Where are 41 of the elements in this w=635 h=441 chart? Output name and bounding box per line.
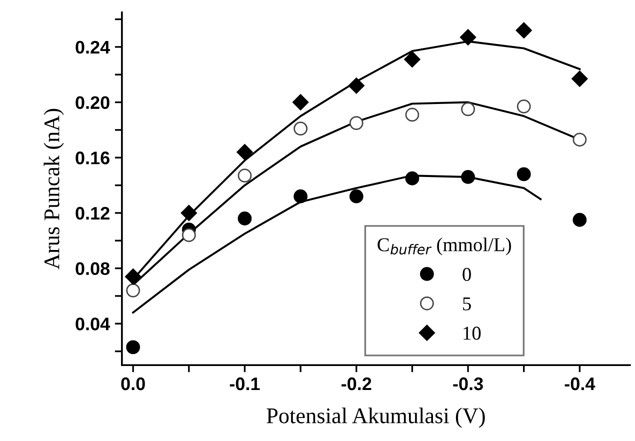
legend-label: 10 (464, 326, 481, 340)
point (516, 167, 531, 182)
x-tick-label: 0.0 (121, 377, 145, 390)
point (572, 70, 588, 87)
point (294, 189, 308, 204)
point (460, 29, 476, 46)
point (349, 116, 364, 130)
point (182, 228, 196, 242)
point (180, 204, 197, 222)
point (126, 283, 140, 298)
point (238, 212, 252, 226)
y-tick-label: 0.20 (76, 96, 110, 109)
point (348, 78, 364, 94)
point (405, 108, 420, 122)
legend-label: 5 (463, 297, 471, 310)
y-axis-title: Arus Puncak (nA) (44, 108, 64, 270)
point (572, 212, 587, 227)
point (572, 132, 587, 147)
point (405, 171, 420, 186)
y-tick-label: 0.12 (76, 206, 110, 220)
x-tick-label: -0.3 (453, 377, 483, 390)
x-tick-label: -0.1 (230, 377, 260, 390)
point (404, 51, 420, 68)
x-tick-label: -0.4 (564, 377, 596, 390)
point (349, 189, 364, 204)
x-axis-title: Potensial Akumulasi (V) (266, 408, 485, 428)
legend-title: C$_{buffer}$ (mmol/L) (378, 238, 511, 256)
point (516, 22, 532, 38)
point (125, 268, 142, 285)
point (516, 99, 531, 114)
legend-label: 0 (462, 268, 471, 281)
point (461, 170, 475, 184)
y-tick-label: 0.04 (76, 318, 110, 330)
point (236, 144, 253, 160)
point (294, 122, 308, 136)
y-tick-label: 0.16 (76, 152, 110, 164)
y-tick-label: 0.08 (76, 262, 110, 276)
point (126, 340, 140, 354)
y-tick-label: 0.24 (76, 40, 110, 54)
x-tick-label: -0.2 (342, 377, 372, 390)
point (292, 94, 309, 110)
